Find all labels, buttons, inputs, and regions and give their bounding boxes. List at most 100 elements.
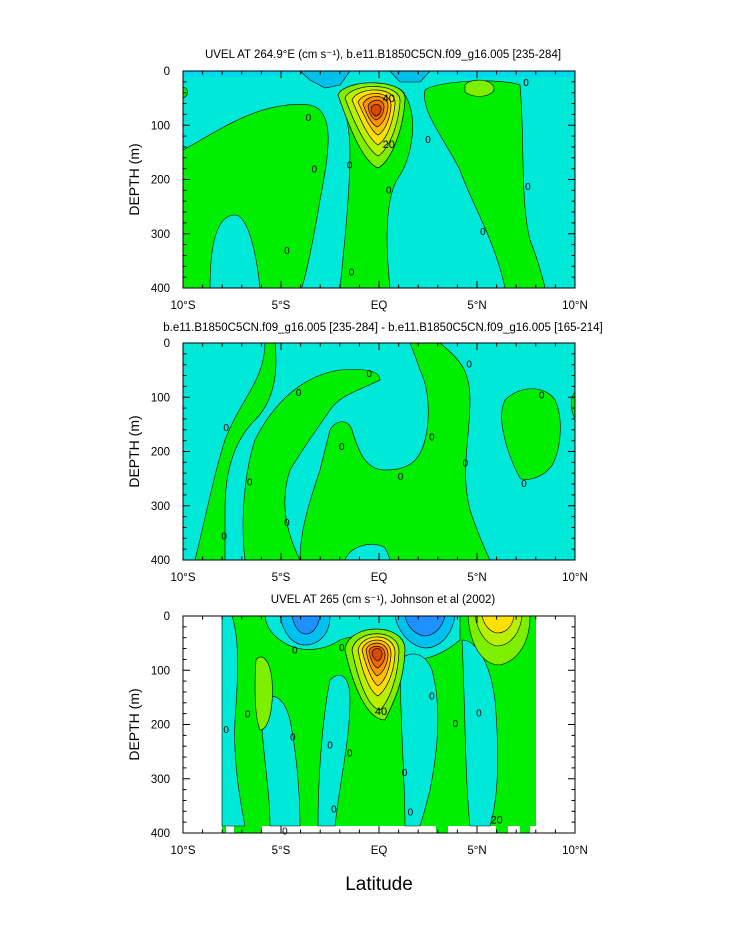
panel-3-cyan-left	[221, 616, 246, 827]
panel-1-core-70	[370, 104, 382, 117]
contour-label: 0	[339, 442, 345, 453]
contour-label: 0	[223, 725, 229, 736]
y-tick-label: 0	[164, 66, 170, 78]
contour-label: 0	[223, 423, 229, 434]
contour-label: 0	[347, 749, 353, 760]
panel-2-green-northeast	[501, 388, 561, 480]
contour-label: 0	[523, 78, 529, 89]
contour-label: 0	[245, 710, 251, 721]
x-tick-label: 5°N	[467, 572, 486, 584]
y-tick-label: 400	[151, 828, 170, 840]
y-tick-label: 300	[151, 229, 170, 241]
y-tick-label: 300	[151, 774, 170, 786]
contour-label: 20	[383, 139, 395, 151]
contour-label: 40	[383, 93, 395, 105]
contour-label: 0	[539, 391, 545, 402]
contour-label: 0	[521, 479, 527, 490]
contour-label: 0	[331, 805, 337, 816]
contour-label: 0	[292, 646, 298, 657]
contour-label: 40	[375, 706, 387, 718]
panel-1-surface-core-negative	[299, 71, 351, 89]
y-axis-label: DEPTH (m)	[126, 415, 142, 487]
panel-1-title: UVEL AT 264.9°E (cm s⁻¹), b.e11.B1850C5C…	[205, 49, 561, 61]
panel-1-green-southwest	[183, 104, 329, 288]
contour-label: 0	[476, 709, 482, 720]
contour-label: 0	[290, 732, 296, 743]
panel-1-green-patch	[464, 79, 495, 97]
panel-3-cyan-west-lobe	[259, 695, 301, 827]
panel-2: b.e11.B1850C5CN.f09_g16.005 [235-284] - …	[163, 322, 603, 561]
y-tick-label: 400	[151, 555, 170, 567]
x-tick-label: 10°S	[170, 845, 195, 857]
contour-label: 20	[490, 814, 502, 826]
x-tick-label: EQ	[371, 572, 388, 584]
contour-label: 0	[429, 432, 435, 443]
panel-1-green-northeast	[424, 80, 546, 288]
x-tick-label: 5°S	[272, 845, 291, 857]
panel-1: UVEL AT 264.9°E (cm s⁻¹), b.e11.B1850C5C…	[182, 49, 576, 289]
contour-label: 0	[408, 807, 414, 818]
x-tick-label: 10°N	[562, 300, 588, 312]
contour-label: 0	[525, 182, 531, 193]
panel-3-negative-2-core	[404, 616, 446, 637]
contour-label: 0	[480, 227, 486, 238]
x-tick-label: 10°S	[170, 572, 195, 584]
y-tick-label: 100	[151, 665, 170, 677]
y-tick-label: 0	[164, 611, 170, 623]
contour-label: 0	[466, 360, 472, 371]
panel-3-data-region	[222, 616, 536, 833]
x-tick-label: 10°N	[562, 572, 588, 584]
figure-xlabel: Latitude	[345, 874, 413, 895]
contour-label: 0	[366, 369, 372, 380]
panel-3-title: UVEL AT 265 (cm s⁻¹), Johnson et al (200…	[271, 594, 496, 606]
x-tick-label: EQ	[371, 300, 388, 312]
panel-2-green-main	[194, 343, 277, 560]
panel-3-contour-field	[221, 616, 536, 833]
y-tick-label: 100	[151, 120, 170, 132]
x-tick-label: 5°S	[272, 300, 291, 312]
contour-label: 0	[296, 388, 302, 399]
panel-3-green-west-lobe	[254, 656, 273, 731]
panel-2-title: b.e11.B1850C5CN.f09_g16.005 [235-284] - …	[163, 322, 602, 334]
contour-label: 0	[347, 160, 353, 171]
contour-label: 0	[282, 826, 288, 837]
panel-3: UVEL AT 265 (cm s⁻¹), Johnson et al (200…	[182, 594, 576, 834]
contour-label: 0	[453, 719, 459, 730]
x-tick-label: 5°S	[272, 572, 291, 584]
y-axis-label: DEPTH (m)	[126, 688, 142, 760]
contour-label: 0	[462, 458, 468, 469]
x-tick-label: 10°N	[562, 845, 588, 857]
contour-label: 0	[386, 185, 392, 196]
contour-label: 0	[402, 768, 408, 779]
contour-label: 0	[306, 113, 312, 124]
contour-label: 0	[339, 643, 345, 654]
y-tick-label: 0	[164, 338, 170, 350]
y-tick-label: 200	[151, 720, 170, 732]
panel-3-negative-1-core	[291, 616, 321, 635]
x-tick-label: 5°N	[467, 845, 486, 857]
panel-1-surface-core-negative-2	[389, 71, 431, 83]
contour-labels-layer: 0 0 0 0 0 0 0 0 0 0 20 40 0 0 0 0 0 0 0 0 0 0 0 0 0 0 0 0 0 0 0 0 0 0 0 0 0 0…	[221, 78, 545, 837]
panel-3-cyan-east	[399, 653, 439, 827]
panel-1-contour-field	[183, 71, 575, 288]
panel-3-cyan-northeast	[461, 639, 499, 827]
contour-label: 0	[284, 518, 290, 529]
contour-label: 0	[284, 246, 290, 257]
y-tick-label: 300	[151, 501, 170, 513]
panel-3-ne-jet-30	[481, 616, 515, 634]
y-tick-label: 200	[151, 447, 170, 459]
contour-label: 0	[327, 741, 333, 752]
panel-3-core-70	[371, 648, 383, 662]
contour-label: 0	[312, 165, 318, 176]
contour-label: 0	[349, 268, 355, 279]
y-tick-label: 400	[151, 283, 170, 295]
contour-label: 0	[429, 692, 435, 703]
y-tick-label: 100	[151, 392, 170, 404]
x-tick-label: 5°N	[467, 300, 486, 312]
y-axis-label: DEPTH (m)	[126, 143, 142, 215]
x-tick-label: 10°S	[170, 300, 195, 312]
contour-label: 0	[221, 532, 227, 543]
panel-2-green-center	[242, 369, 381, 560]
